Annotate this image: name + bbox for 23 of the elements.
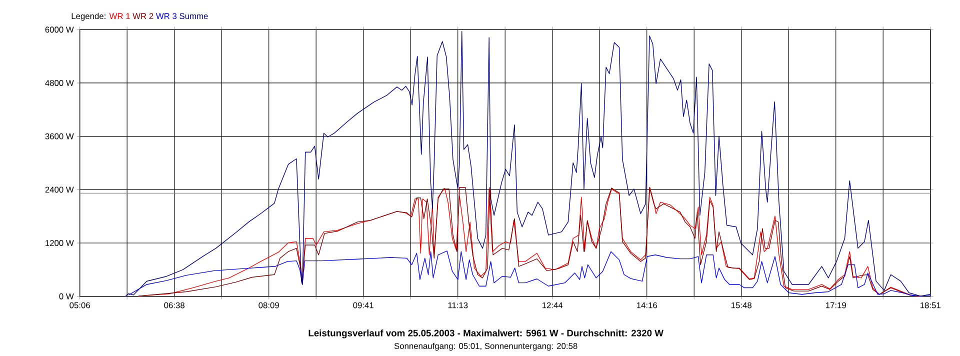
x-tick-label: 17:19 [826, 302, 846, 308]
text: Summe [180, 13, 208, 20]
text: Sonnenaufgang: 05:01, Sonnenuntergang: 20:58 [394, 343, 578, 351]
text: WR 2 [132, 13, 154, 20]
text: WR 3 [156, 13, 177, 20]
y-tick-label: 6000 W [45, 26, 74, 33]
x-tick-label: 14:16 [636, 302, 657, 308]
x-tick-label: 18:51 [920, 302, 940, 308]
x-tick-label: 15:48 [731, 302, 752, 308]
text: Leistungsverlauf vom 25.05.2003 - Maximalwert: 5961 W - Durchschnitt: 2320 W [308, 330, 664, 338]
x-tick-label: 08:09 [258, 302, 279, 308]
y-tick-label: 1200 W [46, 240, 74, 246]
y-tick-label: 4800 W [45, 80, 74, 86]
y-tick-label: 2400 W [45, 186, 74, 193]
y-tick-label: 0 W [59, 294, 74, 300]
x-tick-label: 05:06 [70, 302, 90, 308]
legend-title: Legende: [72, 13, 106, 21]
x-tick-label: 11:13 [448, 302, 468, 308]
text: WR 1 [109, 13, 130, 20]
x-tick-label: 12:44 [542, 302, 563, 308]
y-tick-label: 3600 W [45, 134, 74, 140]
x-tick-label: 06:38 [164, 302, 184, 308]
x-tick-label: 09:41 [353, 302, 374, 308]
